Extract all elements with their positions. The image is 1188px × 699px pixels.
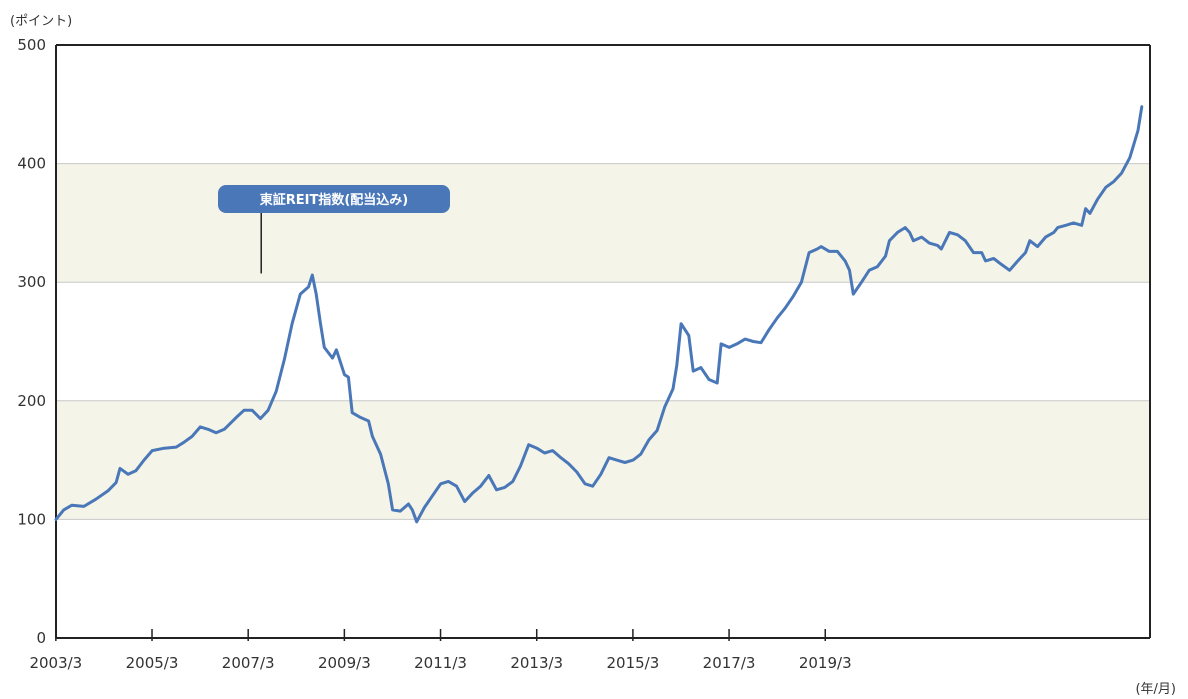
series-line xyxy=(54,105,1144,524)
chart-gridlines xyxy=(56,163,1150,520)
x-tick-label: 2005/3 xyxy=(126,654,179,672)
x-axis-unit-label: (年/月) xyxy=(1135,682,1176,697)
callout-label: 東証REIT指数(配当込み) xyxy=(260,192,408,208)
x-axis-ticks: 2003/3 2005/3 2007/3 2009/3 2011/3 2013/3 2015… xyxy=(29,629,852,672)
y-axis-ticks: 0 100 200 300 400 500 xyxy=(17,36,46,647)
y-tick-label: 400 xyxy=(17,155,46,173)
y-tick-label: 300 xyxy=(17,273,46,291)
x-tick-label: 2007/3 xyxy=(222,654,275,672)
y-axis-unit-label: (ポイント) xyxy=(10,14,72,29)
plot-frame xyxy=(55,44,1151,639)
x-tick-label: 2003/3 xyxy=(29,654,82,672)
chart-bands xyxy=(56,163,1150,520)
callout-box xyxy=(218,185,450,213)
band-100-200 xyxy=(56,400,1150,520)
series-group xyxy=(54,105,1144,524)
band-300-400 xyxy=(56,163,1150,283)
x-tick-label: 2009/3 xyxy=(318,654,371,672)
x-tick-label: 2015/3 xyxy=(607,654,660,672)
x-tick-label: 2013/3 xyxy=(510,654,563,672)
y-tick-label: 100 xyxy=(17,510,46,528)
x-tick-label: 2017/3 xyxy=(703,654,756,672)
y-tick-label: 200 xyxy=(17,392,46,410)
y-tick-label: 0 xyxy=(36,629,46,647)
annotation-callout: 東証REIT指数(配当込み) xyxy=(218,185,450,274)
x-tick-label: 2011/3 xyxy=(414,654,467,672)
x-tick-label: 2019/3 xyxy=(799,654,852,672)
y-tick-label: 500 xyxy=(17,36,46,54)
